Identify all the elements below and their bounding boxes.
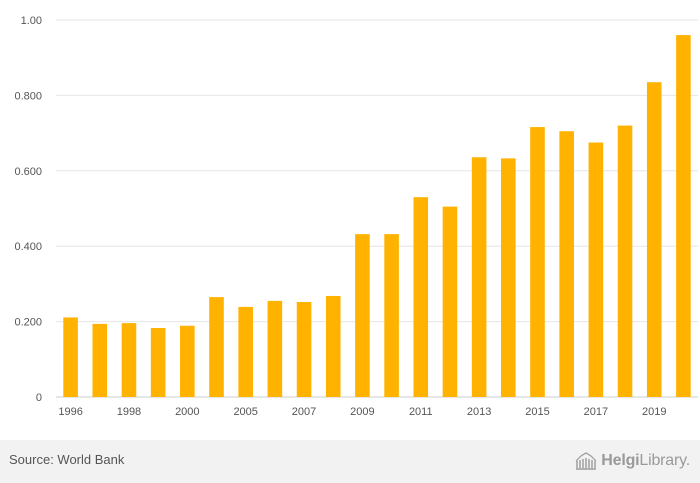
bar-2006[interactable] [267,300,283,397]
logo-text: HelgiLibrary. [601,452,690,470]
bar-2017[interactable] [588,142,604,397]
bar-2000[interactable] [180,325,195,397]
y-tick-label: 0.400 [14,241,42,253]
bar-2012[interactable] [442,206,458,397]
x-tick-label: 2013 [467,406,491,418]
bar-1997[interactable] [92,323,108,397]
x-tick-label: 2015 [525,406,549,418]
bar-chart: 1996 1998 2000 2005 2007 2009 2011 2013 2015 2017… [14,15,698,418]
y-tick-label: 0.600 [14,166,42,178]
x-tick-label: 1996 [58,406,82,418]
x-tick-label: 2005 [233,406,257,418]
y-tick-label: 1.00 [21,15,42,27]
bar-2016[interactable] [559,131,574,397]
x-tick-label: 2011 [409,406,433,418]
x-tick-label: 2017 [584,406,608,418]
y-tick-label: 0.200 [14,317,42,329]
bar-2005[interactable] [238,306,253,397]
bar-2013[interactable] [471,157,487,397]
bar-2010[interactable] [384,234,399,397]
bars-layer [63,35,691,398]
logo-text-light: Library. [639,452,690,469]
bar-2004[interactable] [209,297,224,397]
bar-2008[interactable] [325,295,341,397]
helgi-library-logo[interactable]: HelgiLibrary. [575,449,690,473]
y-axis-tick-labels: 0 0.200 0.400 0.600 0.800 1.00 [14,15,42,404]
bar-2015[interactable] [530,127,545,398]
x-tick-label: 1998 [117,406,141,418]
y-tick-label: 0 [36,392,42,404]
bar-2019[interactable] [646,82,662,397]
bar-1996[interactable] [63,317,78,397]
x-tick-label: 2009 [350,406,374,418]
bar-1998[interactable] [121,323,137,397]
bar-2014[interactable] [501,158,516,397]
bar-1999[interactable] [150,328,166,397]
x-tick-label: 2007 [292,406,316,418]
bar-2018[interactable] [617,125,633,397]
y-tick-label: 0.800 [14,90,42,102]
x-axis-tick-labels: 1996 1998 2000 2005 2007 2009 2011 2013 2015 2017… [58,406,666,418]
x-tick-label: 2019 [642,406,666,418]
logo-text-bold: Helgi [601,452,640,469]
bar-2007[interactable] [296,301,312,397]
chart-area: 1996 1998 2000 2005 2007 2009 2011 2013 2015 2017… [14,15,698,418]
source-label: Source: World Bank [9,452,125,467]
library-building-icon [575,452,597,470]
footer: Source: World Bank HelgiLibrary. [0,440,700,483]
bar-2020[interactable] [676,35,691,397]
bar-2011[interactable] [413,197,429,397]
x-tick-label: 2000 [175,406,199,418]
bar-2009[interactable] [355,234,370,397]
